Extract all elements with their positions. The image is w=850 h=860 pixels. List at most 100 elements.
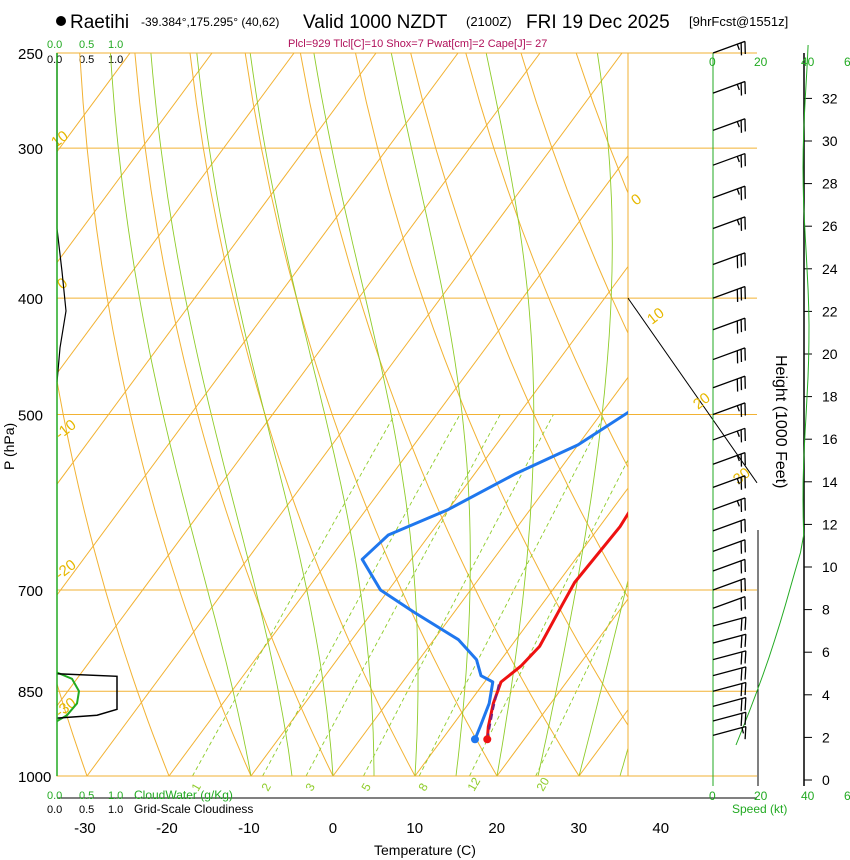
wind-barb-staff [712, 696, 747, 707]
moist-adiabat-line [485, 53, 535, 776]
wind-barb [712, 696, 747, 712]
wind-scale-bottom-tick: 20 [754, 789, 768, 803]
height-tick-label: 12 [822, 516, 838, 532]
wind-barb-staff [712, 427, 746, 441]
wind-scale-bottom-tick: 40 [801, 789, 815, 803]
top-green-tick: 0.5 [79, 39, 94, 51]
mixing-ratio-line [363, 414, 554, 776]
station-name: Raetihi [70, 12, 129, 33]
dry-adiabat-line [465, 53, 628, 469]
wind-barb-half-flag [736, 121, 740, 128]
dry-adiabat-line [0, 53, 5, 776]
mixing-ratio-label: 3 [302, 780, 318, 793]
wind-scale-top-tick: 40 [801, 55, 815, 69]
wind-barb [712, 666, 747, 681]
temperature-tick-label: -20 [156, 820, 178, 837]
wind-barb-half-flag [736, 43, 740, 51]
wind-scale-bottom-tick: 60 [844, 789, 850, 803]
pressure-tick-label: 250 [18, 46, 43, 63]
temperature-tick-label: 10 [406, 820, 423, 837]
height-tick-label: 18 [822, 389, 838, 405]
wind-barb [712, 518, 746, 534]
wind-barb-flag [744, 617, 747, 630]
mixing-ratio-label: 12 [464, 775, 483, 794]
height-tick-label: 16 [822, 431, 838, 447]
mixing-ratio-line [192, 414, 396, 776]
temperature-tick-label: 0 [329, 820, 337, 837]
wind-barb [712, 347, 746, 364]
wind-barb-staff [712, 666, 747, 677]
station-dot-icon [56, 16, 66, 26]
wind-barb-staff [712, 681, 747, 692]
mixing-ratio-line [418, 414, 606, 776]
height-tick-label: 30 [822, 133, 838, 149]
moist-adiabat-line [390, 53, 471, 776]
height-tick-label: 14 [822, 474, 838, 490]
wind-barb-staff [712, 216, 746, 230]
cloud-legend-tick: 0.5 [79, 790, 94, 802]
wind-barb [712, 216, 746, 231]
wind-barb [712, 711, 747, 726]
cloud-water-line [56, 671, 81, 722]
wind-barb-staff [712, 558, 746, 572]
wind-barb [712, 539, 746, 554]
wind-barb-staff [712, 252, 746, 266]
wind-barb [712, 375, 746, 392]
height-tick-label: 4 [822, 687, 830, 703]
wind-barb-staff [712, 80, 746, 94]
mixing-ratio-label: 20 [533, 775, 552, 794]
wind-barb-staff [712, 317, 746, 331]
wind-barb-half-flag [736, 455, 740, 462]
wind-barb-staff [712, 475, 746, 489]
panel-edge-line [627, 297, 758, 484]
moist-adiabat-line [249, 53, 375, 776]
wind-barb [712, 633, 747, 648]
top-green-tick: 1.0 [108, 39, 123, 51]
wind-barb-staff [712, 497, 746, 511]
wind-barb-staff [712, 375, 746, 389]
moist-adiabat-line [150, 53, 293, 776]
profile-dewpoint-line [360, 410, 628, 740]
height-tick-label: 0 [822, 772, 830, 788]
wind-panel [712, 40, 747, 740]
y-axis-title: P (hPa) [1, 423, 17, 470]
isotherm-label: 10 [48, 127, 72, 151]
mixing-ratio-line [535, 583, 628, 776]
moist-adiabat-line [537, 53, 613, 776]
wind-barb-flag [740, 618, 743, 631]
wind-barb [712, 402, 746, 417]
wind-barb [712, 725, 747, 740]
top-black-tick: 0.0 [47, 54, 62, 66]
pressure-tick-label: 300 [18, 141, 43, 158]
height-tick-label: 20 [822, 346, 838, 362]
wind-barb [712, 185, 746, 201]
valid-date: FRI 19 Dec 2025 [526, 12, 670, 33]
dry-adiabat-line [189, 53, 416, 776]
mixing-ratio-line [305, 414, 501, 776]
wind-barb-flag [744, 712, 747, 725]
wind-speed-label: Speed (kt) [732, 802, 787, 816]
dry-adiabat-line [520, 53, 628, 335]
cloud-legend-label: CloudWater (g/Kg) [134, 788, 233, 802]
height-tick-label: 28 [822, 176, 838, 192]
height-tick-label: 2 [822, 729, 830, 745]
wind-barb-flag [740, 651, 743, 665]
isotherm-label: 20 [690, 389, 714, 413]
height-tick-label: 6 [822, 644, 830, 660]
temperature-tick-label: 20 [488, 820, 505, 837]
moist-adiabat-line [196, 53, 334, 776]
temperature-tick-label: -10 [238, 820, 260, 837]
height-profile-line [735, 44, 810, 746]
upper-cloudiness-line [56, 53, 67, 383]
dry-adiabat-line [299, 53, 580, 776]
isotherm-label: -10 [52, 416, 80, 443]
surface-dewpoint-dot [470, 735, 479, 744]
height-tick-label: 24 [822, 261, 838, 277]
isobar-lines [56, 52, 758, 799]
wind-barb [712, 596, 746, 611]
isotherm-line [414, 487, 628, 776]
pressure-tick-label: 400 [18, 291, 43, 308]
isotherm-label: 0 [628, 191, 645, 210]
wind-barb-flag [744, 666, 747, 680]
